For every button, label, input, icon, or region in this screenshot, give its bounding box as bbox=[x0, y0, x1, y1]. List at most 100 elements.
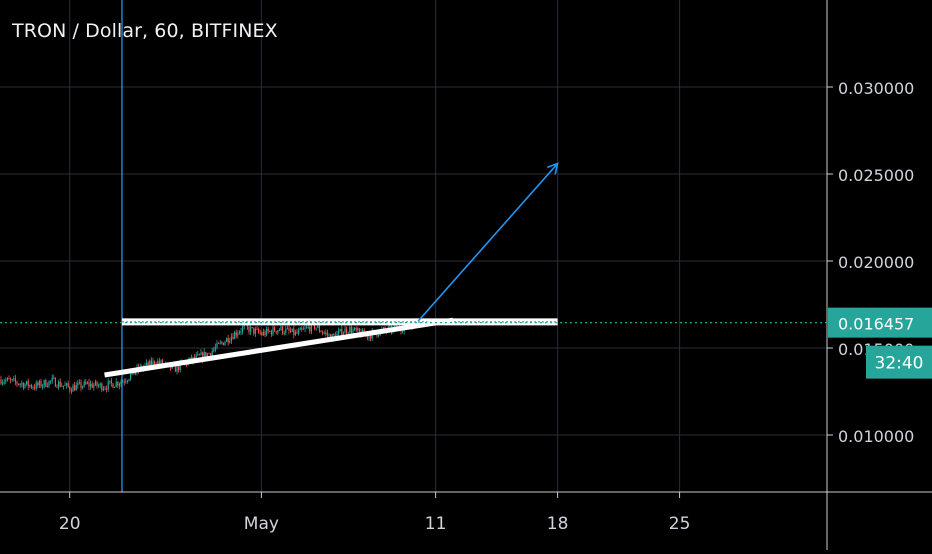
candle-body bbox=[106, 388, 108, 390]
candle-body bbox=[293, 328, 295, 336]
candle-body bbox=[227, 338, 229, 343]
candle-body bbox=[298, 330, 300, 334]
candle-body bbox=[368, 335, 370, 338]
candle-body bbox=[46, 386, 48, 388]
candle-body bbox=[88, 382, 90, 387]
candle-body bbox=[56, 386, 58, 388]
x-axis-tick-label: 20 bbox=[59, 514, 81, 534]
candle-body bbox=[288, 328, 290, 331]
candle-body bbox=[93, 385, 95, 388]
candle-body bbox=[341, 329, 343, 337]
candle-body bbox=[270, 330, 272, 335]
candle-body bbox=[338, 330, 340, 334]
drawings-layer[interactable] bbox=[104, 162, 559, 378]
y-axis-tick-label: 0.020000 bbox=[838, 253, 914, 272]
candle-body bbox=[366, 335, 368, 338]
candle-body bbox=[61, 385, 63, 387]
candle-body bbox=[277, 330, 279, 333]
candle-body bbox=[146, 362, 148, 366]
candle-body bbox=[318, 325, 320, 332]
candle-body bbox=[342, 333, 344, 337]
candle-body bbox=[38, 381, 40, 386]
candle-body bbox=[230, 336, 232, 341]
candle-body bbox=[226, 338, 228, 342]
grid-layer bbox=[0, 0, 827, 492]
candle-body bbox=[104, 388, 106, 390]
candle-body bbox=[75, 385, 77, 391]
candle-body bbox=[229, 340, 231, 343]
candle-body bbox=[101, 383, 103, 391]
candle-body bbox=[347, 332, 349, 334]
candle-body bbox=[323, 332, 325, 334]
countdown-label-bg bbox=[866, 345, 932, 379]
candle-body bbox=[370, 335, 372, 339]
candle-body bbox=[299, 328, 301, 331]
candle-body bbox=[178, 364, 180, 370]
candle-body bbox=[102, 388, 104, 391]
candle-body bbox=[285, 328, 287, 334]
candle-body bbox=[195, 355, 197, 360]
candle-body bbox=[157, 361, 159, 366]
candle-body bbox=[43, 380, 45, 386]
candle-body bbox=[213, 349, 215, 352]
candle-body bbox=[90, 383, 92, 387]
candle-body bbox=[350, 327, 352, 334]
candle-body bbox=[376, 333, 378, 337]
candle-body bbox=[96, 381, 98, 386]
projection-arrow-line[interactable] bbox=[417, 163, 559, 322]
candle-body bbox=[296, 331, 298, 334]
candle-body bbox=[35, 382, 37, 389]
candle-body bbox=[275, 331, 277, 333]
candle-body bbox=[5, 380, 7, 382]
candle-body bbox=[11, 379, 13, 381]
candle-body bbox=[54, 378, 56, 387]
candle-body bbox=[278, 329, 280, 331]
candle-body bbox=[224, 341, 226, 346]
candle-body bbox=[150, 360, 152, 366]
candle-body bbox=[83, 381, 85, 387]
candle-body bbox=[197, 354, 199, 356]
candle-body bbox=[357, 328, 359, 331]
candle-body bbox=[74, 385, 76, 391]
candle-body bbox=[262, 331, 264, 335]
candle-body bbox=[64, 384, 66, 386]
x-axis-tick-label: May bbox=[244, 514, 279, 534]
candle-body bbox=[26, 381, 28, 385]
countdown-label: 32:40 bbox=[875, 354, 924, 374]
candle-body bbox=[254, 328, 256, 334]
candle-body bbox=[125, 381, 127, 383]
candle-body bbox=[115, 381, 117, 387]
candle-body bbox=[16, 381, 18, 384]
candle-body bbox=[219, 342, 221, 344]
candle-body bbox=[389, 325, 391, 327]
candle-body bbox=[234, 332, 236, 340]
candle-body bbox=[402, 330, 404, 332]
candle-body bbox=[206, 353, 208, 358]
candle-body bbox=[118, 384, 120, 386]
candle-body bbox=[269, 330, 271, 332]
candle-body bbox=[2, 382, 4, 384]
candle-body bbox=[232, 336, 234, 340]
candle-body bbox=[152, 361, 154, 366]
candle-body bbox=[122, 381, 124, 383]
candle-body bbox=[251, 327, 253, 329]
candle-body bbox=[282, 326, 284, 334]
candle-body bbox=[160, 360, 162, 364]
support-trendline[interactable] bbox=[104, 317, 454, 378]
candle-body bbox=[134, 372, 136, 375]
candle-body bbox=[19, 383, 21, 385]
candle-body bbox=[218, 342, 220, 344]
candle-body bbox=[309, 326, 311, 332]
candle-body bbox=[243, 324, 245, 327]
candle-body bbox=[51, 377, 53, 381]
chart-title: TRON / Dollar, 60, BITFINEX bbox=[12, 20, 278, 42]
candle-body bbox=[14, 378, 16, 382]
candle-body bbox=[85, 381, 87, 384]
x-axis-tick-label: 18 bbox=[547, 514, 569, 534]
candle-body bbox=[198, 354, 200, 356]
candle-body bbox=[216, 342, 218, 348]
candle-body bbox=[294, 331, 296, 336]
